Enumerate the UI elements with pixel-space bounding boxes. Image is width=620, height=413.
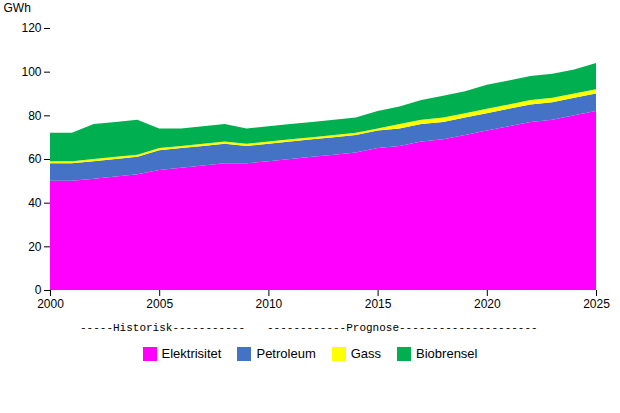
html-text:------------Prognose----------: ------------Prognose--------------------… xyxy=(267,322,538,334)
svg-text:0: 0 xyxy=(35,283,42,297)
svg-text:2000: 2000 xyxy=(37,297,64,311)
svg-text:2025: 2025 xyxy=(583,297,610,311)
html-text:-----Historisk-----------: -----Historisk----------- xyxy=(80,322,245,334)
svg-text:GWh: GWh xyxy=(4,1,31,15)
svg-text:2010: 2010 xyxy=(256,297,283,311)
svg-text:80: 80 xyxy=(28,109,42,123)
html-text:Biobrensel: Biobrensel xyxy=(416,346,478,361)
html-text:Elektrisitet: Elektrisitet xyxy=(161,346,222,361)
svg-text:40: 40 xyxy=(28,196,42,210)
html-text:Petroleum: Petroleum xyxy=(256,346,316,361)
svg-text:120: 120 xyxy=(21,21,41,35)
svg-text:2020: 2020 xyxy=(474,297,501,311)
svg-text:100: 100 xyxy=(21,65,41,79)
svg-text:2015: 2015 xyxy=(365,297,392,311)
svg-text:60: 60 xyxy=(28,152,42,166)
html-text:Gass: Gass xyxy=(350,346,382,361)
svg-text:20: 20 xyxy=(28,240,42,254)
svg-text:2005: 2005 xyxy=(146,297,173,311)
